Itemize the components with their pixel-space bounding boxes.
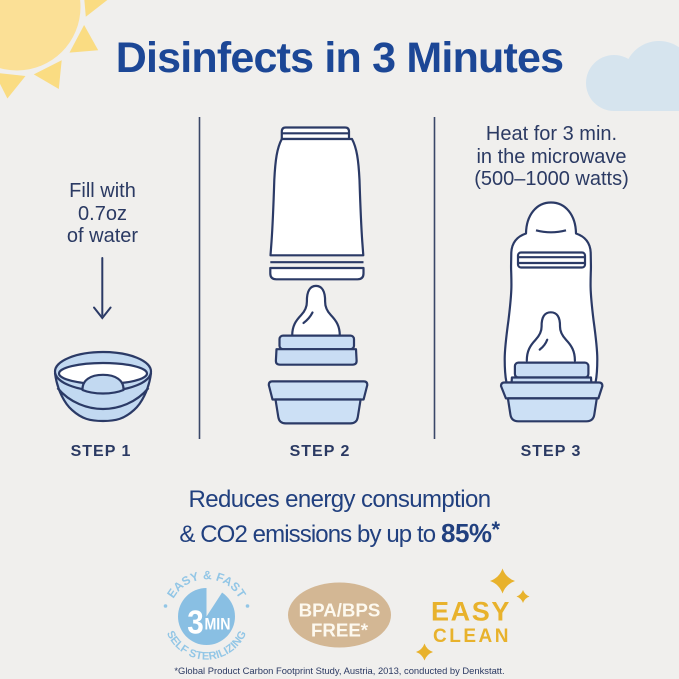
svg-text:3: 3	[187, 604, 204, 641]
svg-text:FREE*: FREE*	[311, 620, 369, 641]
svg-text:EASY: EASY	[431, 597, 511, 627]
svg-text:MIN: MIN	[205, 614, 231, 633]
svg-text:BPA/BPS: BPA/BPS	[299, 600, 381, 621]
svg-text:CLEAN: CLEAN	[433, 626, 511, 647]
